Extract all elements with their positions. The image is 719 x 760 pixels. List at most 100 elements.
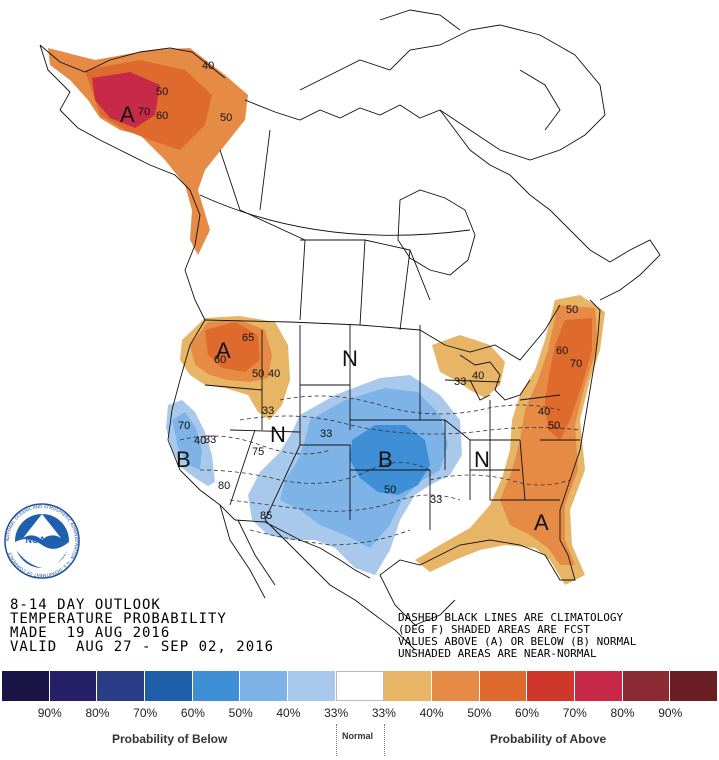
legend-tick-label: 60% [180, 706, 205, 720]
west-coast-below-letter: B [176, 447, 191, 472]
note-line: DASHED BLACK LINES ARE CLIMATOLOGY [398, 611, 624, 624]
contour-label: 65 [242, 332, 255, 344]
noaa-logo: NATIONAL OCEANIC AND ATMOSPHERIC ADMINIS… [4, 503, 80, 579]
outlook-title: 8-14 DAY OUTLOOK [10, 597, 161, 613]
contour-label: 33 [454, 376, 467, 388]
climatology-lines [179, 395, 581, 546]
legend-tick-label: 50% [467, 706, 492, 720]
hudson-bay [397, 189, 476, 276]
note-line: UNSHADED AREAS ARE NEAR-NORMAL [398, 647, 597, 660]
alaska-coast [39, 44, 226, 321]
outlook-valid-range: VALID AUG 27 - SEP 02, 2016 [10, 639, 275, 655]
contour-label: 33 [320, 428, 333, 440]
east-above-60 [545, 318, 592, 440]
legend-swatch [432, 671, 480, 701]
below-caption: Probability of Below [112, 732, 228, 746]
canada-arctic-coast [244, 99, 661, 301]
contour-label: 75 [252, 446, 265, 458]
legend-tick-label: 70% [562, 706, 587, 720]
southeast-above-letter: A [534, 510, 549, 535]
legend-swatch [384, 671, 433, 701]
contour-label: 50 [384, 484, 397, 496]
contour-label: 50 [566, 304, 579, 316]
great-lakes [459, 354, 531, 401]
northwest-above-60 [205, 322, 260, 372]
canada-north-diagonal [199, 194, 471, 236]
east-above-40 [432, 335, 505, 398]
contour-label: 80 [218, 480, 231, 492]
probability-color-legend [2, 671, 719, 701]
legend-separator-right [384, 724, 385, 756]
legend-swatch [288, 671, 336, 701]
legend-swatch [240, 671, 289, 701]
legend-swatch [97, 671, 146, 701]
contour-label: 60 [156, 110, 169, 122]
legend-tick-label: 80% [610, 706, 635, 720]
legend-swatch [479, 671, 528, 701]
legend-swatch [670, 671, 719, 701]
legend-tick-label: 70% [133, 706, 158, 720]
plains-below-50 [350, 425, 430, 495]
contour-label: 50 [252, 368, 265, 380]
us-west-coast [167, 319, 236, 521]
contour-label: 33 [262, 405, 275, 417]
note-line: (DEG F) SHADED AREAS ARE FCST [398, 623, 591, 636]
legend-tick-label: 33% [371, 706, 396, 720]
arctic-islands [299, 9, 606, 161]
legend-swatch [2, 671, 50, 701]
legend-swatch [335, 671, 385, 701]
legend-tick-label: 40% [419, 706, 444, 720]
baja-coast [219, 504, 276, 599]
shaded-probability-areas [48, 48, 605, 585]
legend-swatch [575, 671, 623, 701]
contour-label: 33 [204, 434, 217, 446]
legend-tick-label: 40% [276, 706, 301, 720]
contour-label: 40 [194, 435, 207, 447]
gulf-coast [379, 539, 576, 581]
contour-label: 50 [156, 86, 169, 98]
normal-caption: Normal [342, 731, 374, 741]
noaa-logo-text: NOARA [26, 535, 59, 545]
contour-label: 50 [220, 112, 233, 124]
legend-tick-label: 80% [85, 706, 110, 720]
contour-label: 70 [570, 358, 583, 370]
outlook-subtitle: TEMPERATURE PROBABILITY [10, 611, 227, 627]
legend-swatch [622, 671, 671, 701]
legend-tick-label: 50% [228, 706, 253, 720]
contour-label: 33 [430, 494, 443, 506]
note-line: VALUES ABOVE (A) OR BELOW (B) NORMAL [398, 635, 637, 648]
east-coast [559, 299, 601, 540]
map-legend-note: DASHED BLACK LINES ARE CLIMATOLOGY (DEG … [398, 612, 636, 660]
legend-swatch [527, 671, 576, 701]
contour-label: 40 [538, 406, 551, 418]
legend-swatch [49, 671, 98, 701]
contour-label: 85 [260, 510, 273, 522]
contour-label: 50 [548, 420, 561, 432]
california-below-40 [172, 412, 202, 470]
alaska-above-70 [92, 72, 160, 128]
nevada-normal-letter: N [270, 422, 286, 447]
plains-below-letter: B [378, 447, 393, 472]
alaska-above-letter: A [120, 102, 135, 127]
legend-tick-label: 33% [324, 706, 349, 720]
legend-tick-label: 90% [658, 706, 683, 720]
northern-plains-normal-letter: N [342, 346, 358, 371]
us-canada-border [204, 304, 561, 361]
contour-label: 40 [472, 370, 485, 382]
political-boundaries [39, 9, 661, 651]
northwest-above-letter: A [216, 338, 231, 363]
us-mexico-border [234, 519, 371, 579]
contour-label: 40 [202, 60, 215, 72]
legend-tick-label: 60% [515, 706, 540, 720]
contour-label: 60 [556, 345, 569, 357]
above-caption: Probability of Above [490, 732, 607, 746]
north-america-map [39, 9, 661, 651]
outlook-title-block: 8-14 DAY OUTLOOK TEMPERATURE PROBABILITY… [10, 598, 274, 654]
legend-separator-left [336, 724, 337, 756]
state-lines [204, 325, 580, 530]
ohio-normal-letter: N [474, 447, 490, 472]
legend-tick-label: 90% [37, 706, 62, 720]
legend-swatch [145, 671, 193, 701]
contour-label: 60 [214, 354, 227, 366]
outlook-made-date: MADE 19 AUG 2016 [10, 625, 171, 641]
